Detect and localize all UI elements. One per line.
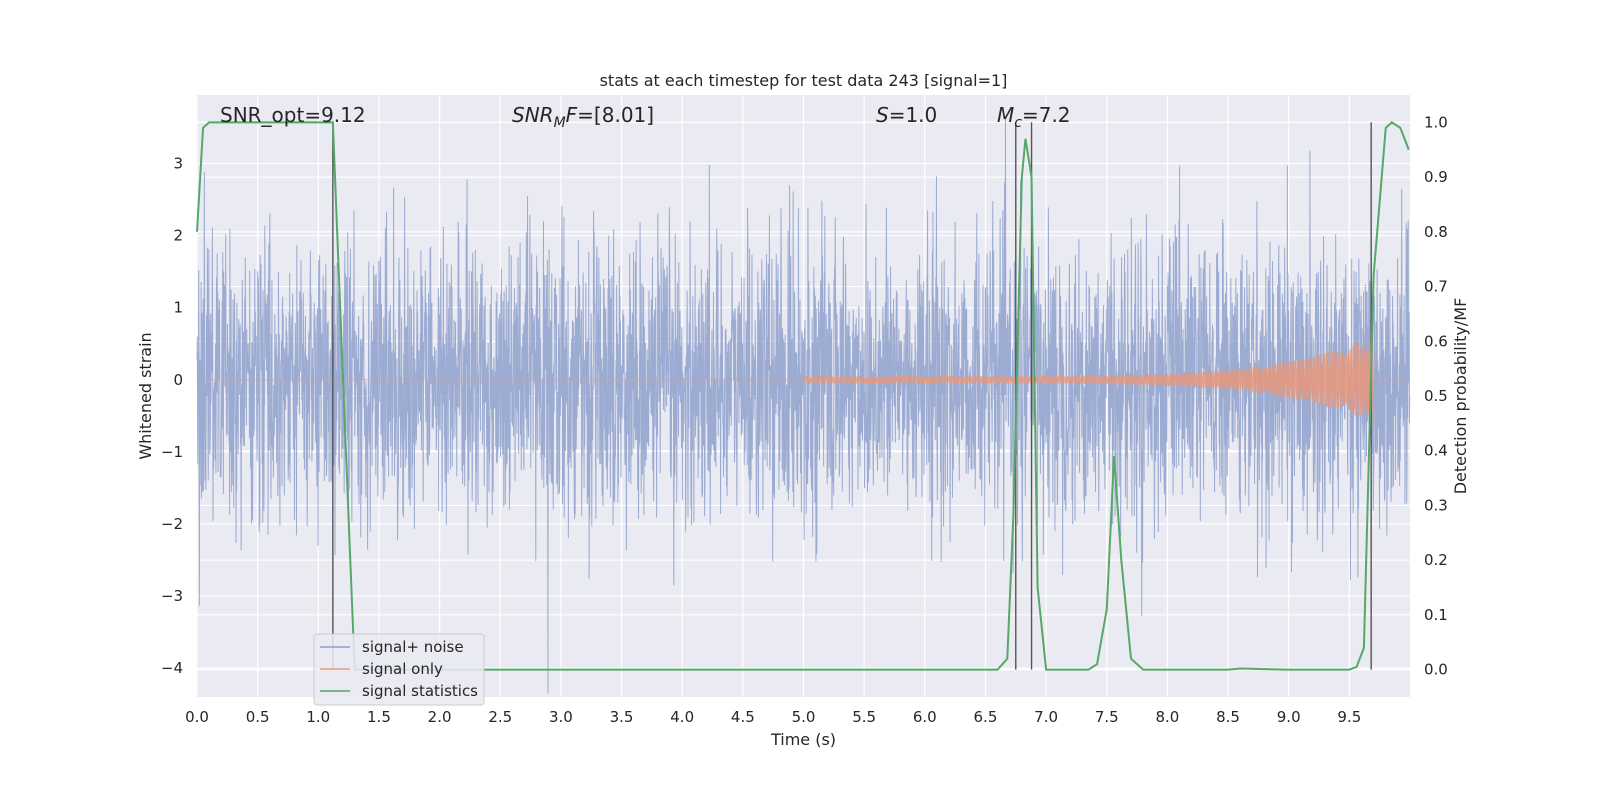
x-tick-label: 2.5 [488,708,512,726]
annotation-s: S=1.0 [876,103,937,127]
legend: signal+ noise signal only signal statistic… [313,633,485,706]
y-tick-label-left: 0 [173,371,183,389]
x-axis-label: Time (s) [770,730,836,749]
legend-label: signal+ noise [362,638,464,656]
chart-title: stats at each timestep for test data 243… [600,71,1008,90]
series-signal-only [197,337,1410,423]
x-tick-label: 7.0 [1034,708,1058,726]
x-tick-label: 1.5 [367,708,391,726]
x-tick-label: 4.0 [670,708,694,726]
y-tick-label-right: 0.8 [1424,223,1448,241]
y-tick-label-right: 0.9 [1424,168,1448,186]
x-tick-label: 6.5 [974,708,998,726]
x-tick-label: 3.5 [610,708,634,726]
y-tick-label-right: 0.4 [1424,442,1448,460]
y-tick-label-left: 2 [173,227,183,245]
series-signal-statistics [196,121,1410,671]
y-tick-label-right: 0.6 [1424,332,1448,350]
axes: 0.0 0.5 1.0 1.5 2.0 2.5 3.0 3.5 4.0 4.5 5.0 5.5 6.0 6… [161,113,1448,726]
annotation-snr-mf-value: =[8.01] [577,103,654,127]
y-tick-label-right: 0.7 [1424,278,1448,296]
annotation-snr-opt: SNR_opt=9.12 [220,103,366,127]
data-layer [196,116,1411,694]
x-tick-label: 1.0 [306,708,330,726]
y-tick-label-right: 0.5 [1424,387,1448,405]
y-tick-label-left: −1 [161,443,183,461]
y-tick-label-right: 0.2 [1424,551,1448,569]
x-tick-label: 8.0 [1155,708,1179,726]
series-signal-noise [196,116,1411,694]
x-tick-label: 6.0 [913,708,937,726]
y-tick-label-right: 1.0 [1424,113,1448,131]
legend-label: signal statistics [362,682,478,700]
legend-label: signal only [362,660,443,678]
x-tick-label: 8.5 [1216,708,1240,726]
x-tick-label: 5.0 [792,708,816,726]
legend-box [313,633,485,706]
y-tick-label-left: −2 [161,515,183,533]
y-axis-label-right: Detection probability/MF [1451,298,1470,495]
x-tick-label: 0.5 [246,708,270,726]
y-tick-label-left: 1 [173,299,183,317]
x-tick-label: 3.0 [549,708,573,726]
x-tick-label: 9.5 [1337,708,1361,726]
annotation-mc: Mc=7.2 [997,103,1071,131]
y-tick-label-right: 0.3 [1424,496,1448,514]
y-axis-label-left: Whitened strain [136,332,155,459]
x-tick-label: 4.5 [731,708,755,726]
x-tick-label: 5.5 [852,708,876,726]
y-tick-label-right: 0.1 [1424,606,1448,624]
annotation-snr-mf: SNRMF=[8.01] [512,103,654,131]
x-tick-label: 9.0 [1277,708,1301,726]
y-tick-label-left: −3 [161,587,183,605]
x-tick-label: 2.0 [428,708,452,726]
y-tick-label-right: 0.0 [1424,661,1448,679]
x-tick-label: 7.5 [1095,708,1119,726]
y-tick-label-left: −4 [161,659,183,677]
x-tick-label: 0.0 [185,708,209,726]
y-tick-label-left: 3 [173,154,183,172]
